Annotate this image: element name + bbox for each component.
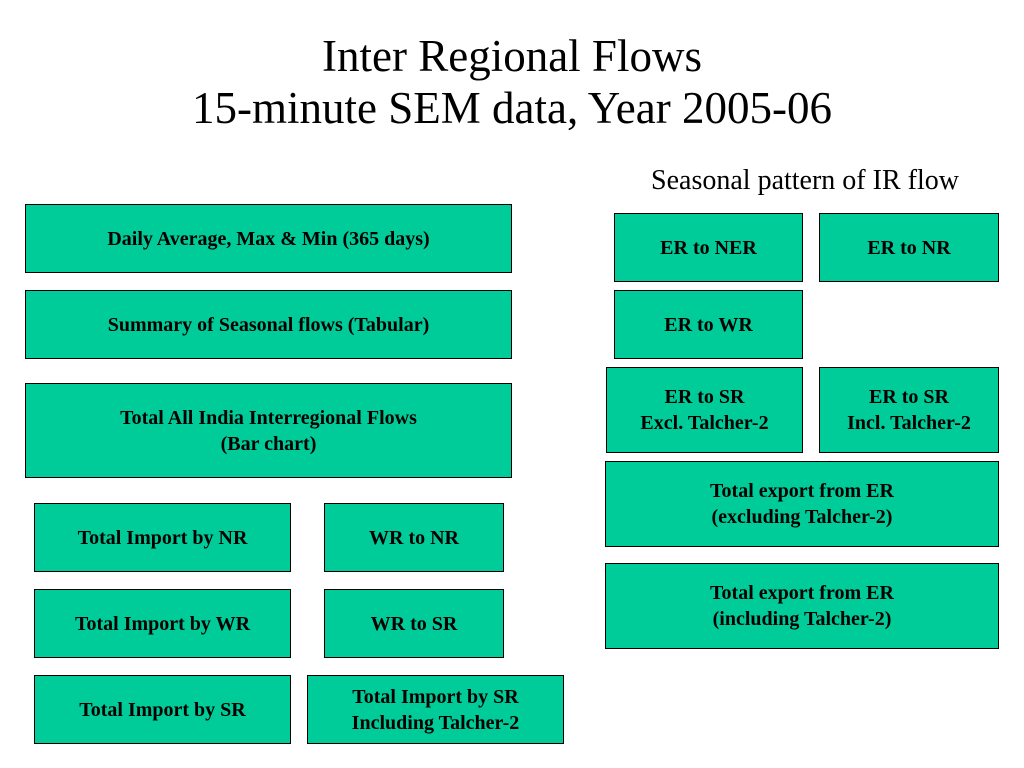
er-to-sr-excl-label: ER to SR Excl. Talcher-2 xyxy=(640,386,769,434)
total-import-sr-label: Total Import by SR xyxy=(79,698,246,721)
section-subtitle: Seasonal pattern of IR flow xyxy=(651,165,959,196)
total-import-sr-button[interactable]: Total Import by SR xyxy=(34,675,291,744)
er-to-nr-label: ER to NR xyxy=(867,236,951,259)
total-export-excl-button[interactable]: Total export from ER (excluding Talcher-… xyxy=(605,461,999,547)
title-line-1: Inter Regional Flows xyxy=(322,31,702,81)
total-import-nr-button[interactable]: Total Import by NR xyxy=(34,503,291,572)
total-import-nr-label: Total Import by NR xyxy=(77,526,248,549)
daily-average-label: Daily Average, Max & Min (365 days) xyxy=(107,227,430,250)
title-line-2: 15-minute SEM data, Year 2005-06 xyxy=(192,83,832,133)
er-to-wr-button[interactable]: ER to WR xyxy=(614,290,803,359)
wr-to-sr-button[interactable]: WR to SR xyxy=(324,589,504,658)
total-import-wr-label: Total Import by WR xyxy=(74,612,251,635)
er-to-wr-label: ER to WR xyxy=(664,313,753,336)
wr-to-nr-button[interactable]: WR to NR xyxy=(324,503,504,572)
total-all-india-button[interactable]: Total All India Interregional Flows (Bar… xyxy=(25,383,512,478)
total-import-wr-button[interactable]: Total Import by WR xyxy=(34,589,291,658)
daily-average-button[interactable]: Daily Average, Max & Min (365 days) xyxy=(25,204,512,273)
seasonal-summary-label: Summary of Seasonal flows (Tabular) xyxy=(107,313,430,336)
total-all-india-label: Total All India Interregional Flows (Bar… xyxy=(120,406,417,455)
total-import-sr-incl-button[interactable]: Total Import by SR Including Talcher-2 xyxy=(307,675,564,744)
er-to-ner-button[interactable]: ER to NER xyxy=(614,213,803,282)
er-to-sr-incl-label: ER to SR Incl. Talcher-2 xyxy=(847,386,971,434)
total-export-excl-label: Total export from ER (excluding Talcher-… xyxy=(710,480,894,528)
wr-to-sr-label: WR to SR xyxy=(370,612,458,635)
er-to-sr-excl-button[interactable]: ER to SR Excl. Talcher-2 xyxy=(606,367,803,453)
page-title: Inter Regional Flows 15-minute SEM data,… xyxy=(0,30,1024,134)
er-to-sr-incl-button[interactable]: ER to SR Incl. Talcher-2 xyxy=(819,367,999,453)
total-import-sr-incl-label: Total Import by SR Including Talcher-2 xyxy=(351,685,520,734)
er-to-nr-button[interactable]: ER to NR xyxy=(819,213,999,282)
wr-to-nr-label: WR to NR xyxy=(369,526,459,549)
er-to-ner-label: ER to NER xyxy=(660,236,757,259)
total-export-incl-label: Total export from ER (including Talcher-… xyxy=(710,582,894,630)
total-export-incl-button[interactable]: Total export from ER (including Talcher-… xyxy=(605,563,999,649)
seasonal-summary-button[interactable]: Summary of Seasonal flows (Tabular) xyxy=(25,290,512,359)
